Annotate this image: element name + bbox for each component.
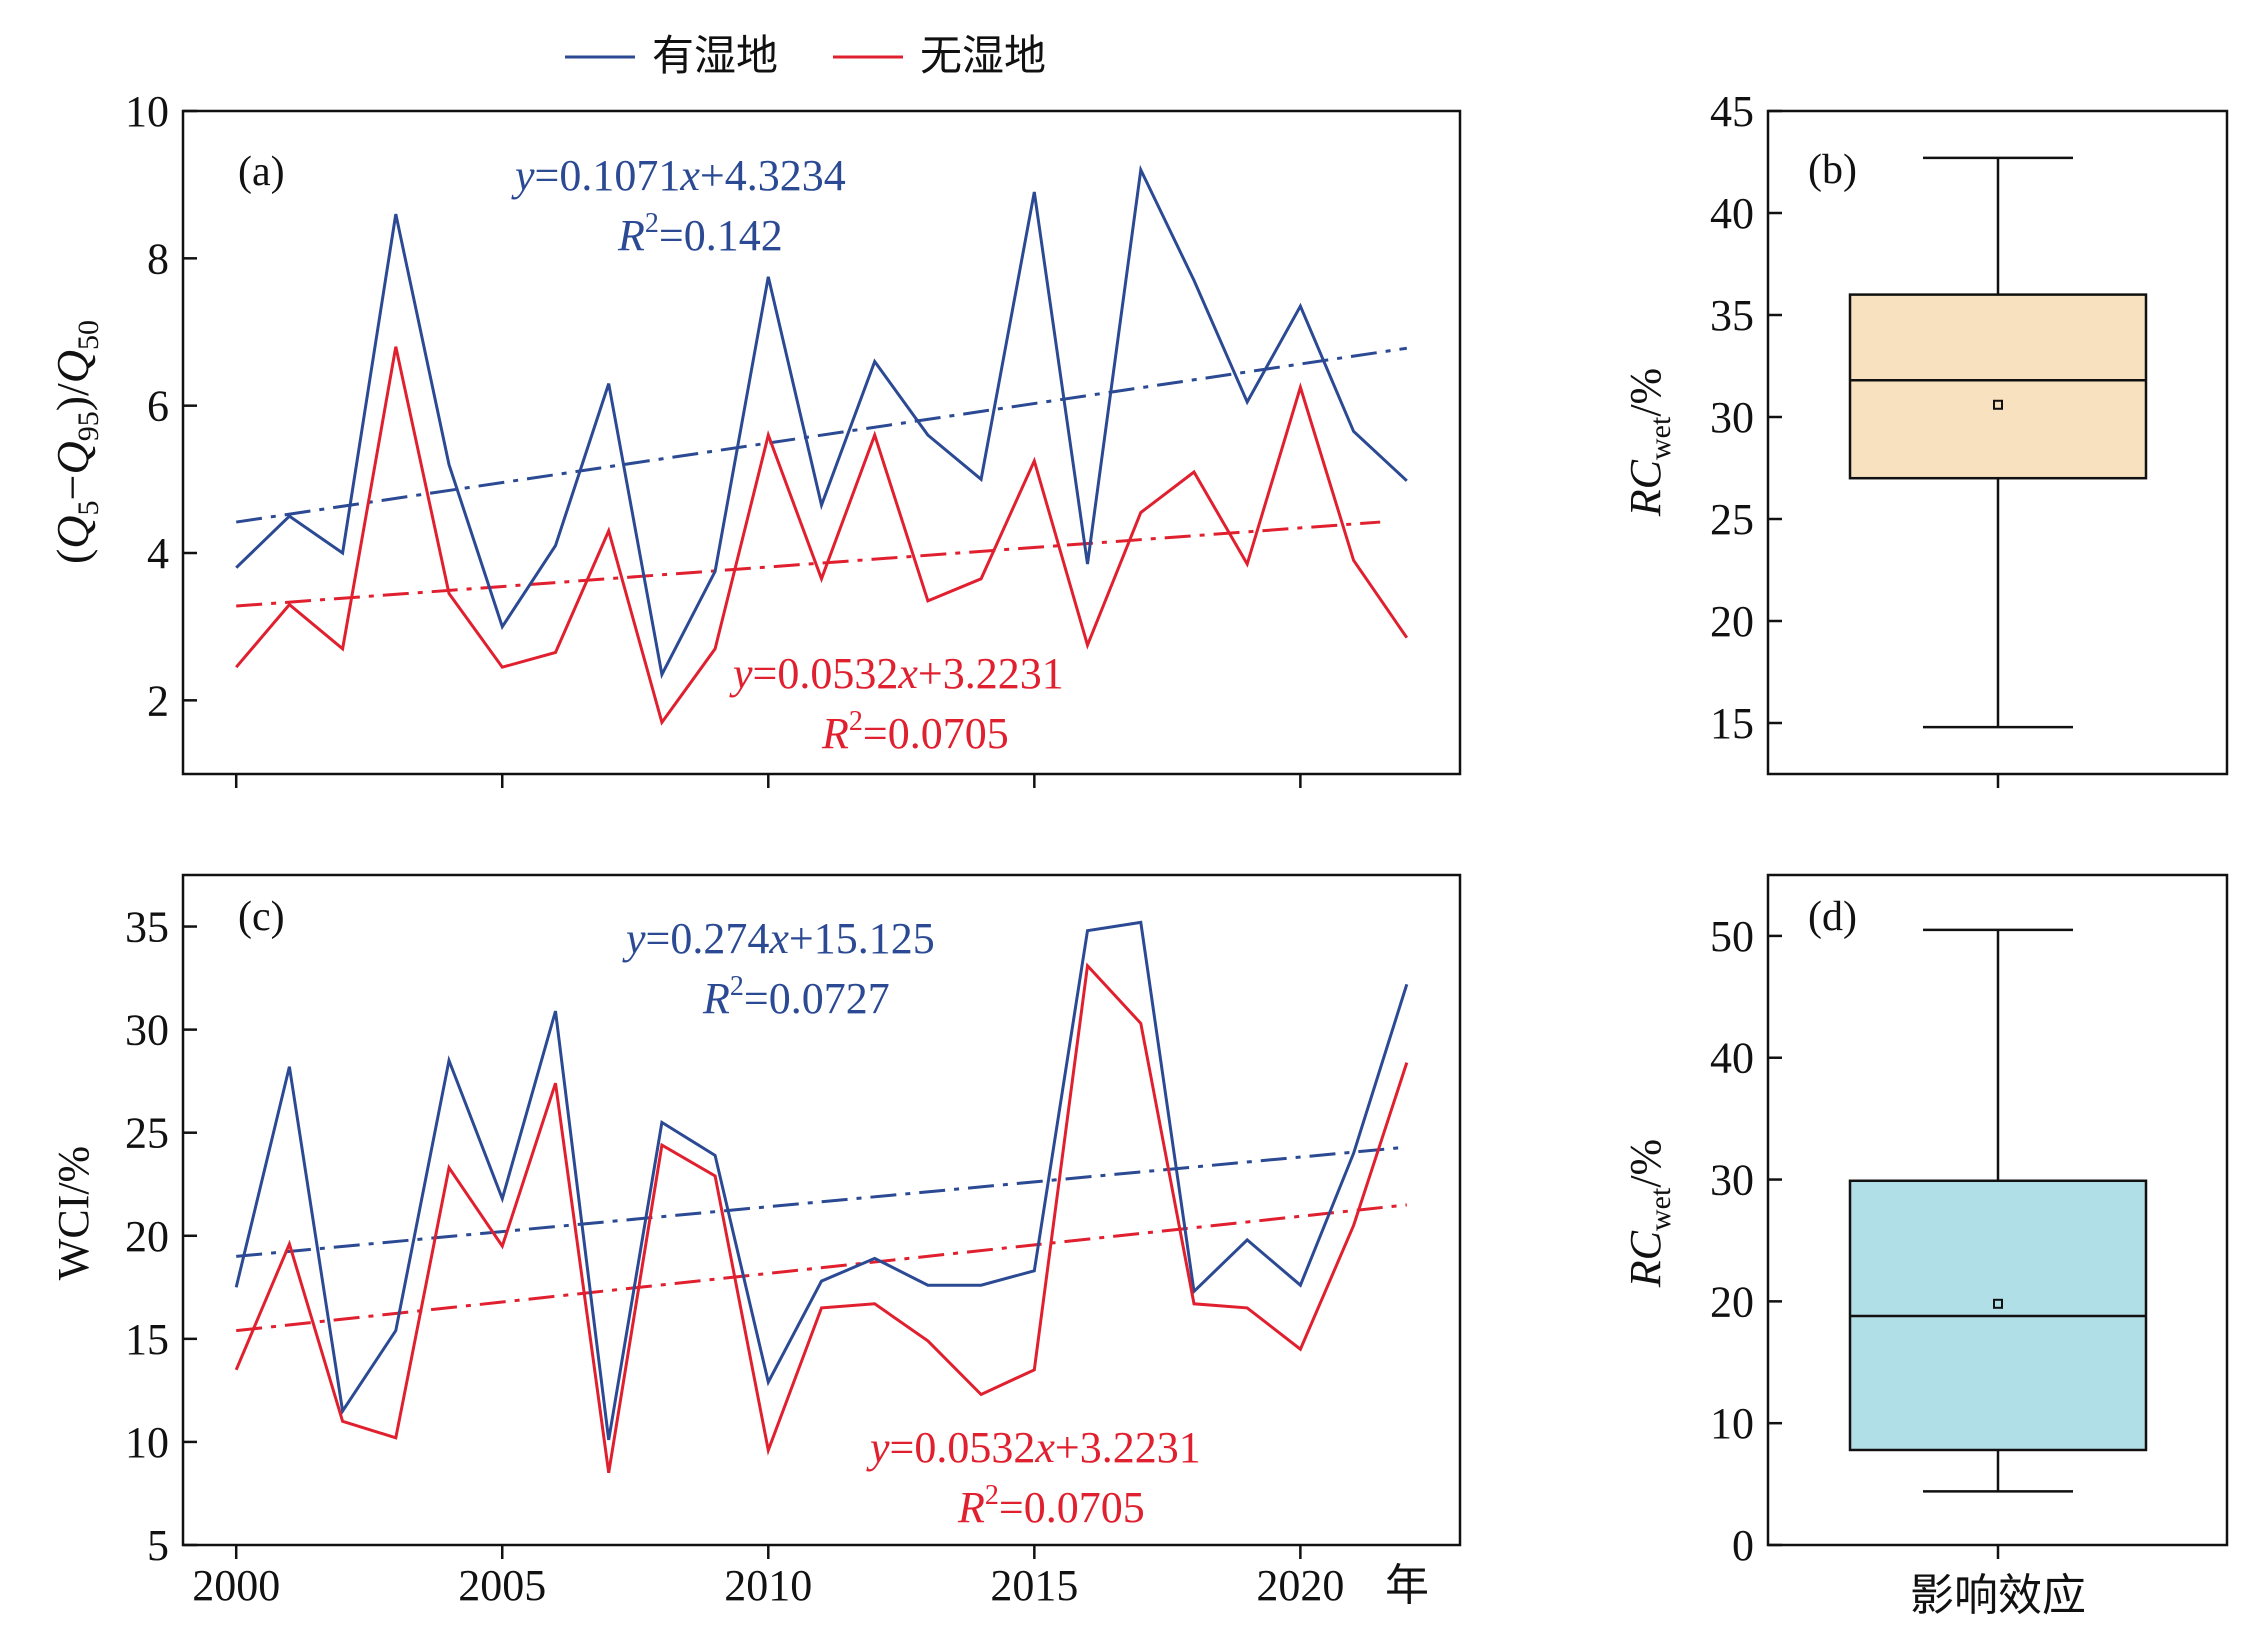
panel-b-label: (b) <box>1808 147 1857 193</box>
panel-d-y-tick-label: 0 <box>1732 1521 1754 1570</box>
panel-c-y-tick-label: 25 <box>125 1109 169 1158</box>
panel-d-x-axis-label: 影响效应 <box>1910 1571 2086 1620</box>
panel-c-x-tick-label: 2015 <box>990 1561 1078 1610</box>
panel-c-y-tick-label: 30 <box>125 1006 169 1055</box>
panel-a-trend-equation-without-wetland: y=0.0532x+3.2231 <box>729 649 1064 698</box>
panel-a-frame <box>181 109 1462 776</box>
panel-c-label: (c) <box>238 894 285 940</box>
panel-c-series-line-1 <box>234 920 1409 1441</box>
panel-d-y-tick-label: 50 <box>1710 912 1754 961</box>
panel-d-box-plot: 0 10 20 30 40 50 (d) RCwet/% 影响效应 <box>1621 873 2229 1620</box>
panel-a-y-tick-label: 4 <box>147 529 169 578</box>
panel-d-y-tick-label: 30 <box>1710 1156 1754 1205</box>
panel-d-mean-marker <box>1993 1298 2003 1309</box>
panel-c-y-tick-label: 10 <box>125 1418 169 1467</box>
panel-c-trend-line-1 <box>236 1145 1407 1258</box>
panel-a-r2-with-wetland: R2=0.142 <box>617 208 783 260</box>
panel-b-y-tick-label: 30 <box>1710 393 1754 442</box>
panel-d-y-tick-label: 10 <box>1710 1399 1754 1448</box>
panel-c-r2-with-wetland: R2=0.0727 <box>702 971 890 1023</box>
panel-c-trend-equation-with-wetland: y=0.274x+15.125 <box>622 914 935 963</box>
panel-a-series-line-2 <box>235 346 1409 726</box>
panel-b-mean-marker <box>1993 399 2003 410</box>
panel-a-y-tick-label: 8 <box>147 234 169 283</box>
x-axis-year-suffix: 年 <box>1385 1561 1429 1610</box>
panel-c-y-tick-label: 5 <box>147 1521 169 1570</box>
panel-a-r2-without-wetland: R2=0.0705 <box>821 706 1009 758</box>
panel-c-frame <box>181 873 1462 1547</box>
panel-c-y-axis-label: WCI/% <box>49 1146 98 1280</box>
panel-d-y-tick-label: 20 <box>1710 1277 1754 1326</box>
panel-a-y-tick-label: 10 <box>125 87 169 136</box>
panel-a-trend-line-2 <box>236 520 1381 608</box>
panel-a-y-axis-label: (Q5−Q95)/Q50 <box>47 320 105 564</box>
panel-c-x-tick-label: 2000 <box>192 1561 280 1610</box>
panel-c-x-tick-label: 2020 <box>1256 1561 1344 1610</box>
panel-b-box <box>1848 293 2148 480</box>
panel-a-y-tick-label: 2 <box>147 676 169 725</box>
panel-a-y-tick-label: 6 <box>147 382 169 431</box>
panel-c-y-tick-label: 20 <box>125 1212 169 1261</box>
panel-a-series-line-1 <box>235 164 1408 680</box>
panel-d-y-tick-label: 40 <box>1710 1034 1754 1083</box>
panel-c-y-tick-label: 15 <box>125 1315 169 1364</box>
panel-c-line-chart: 5 10 15 20 25 30 35 2000 2005 2010 2015 2020 (c) y=… <box>49 873 1462 1610</box>
panel-b-y-tick-label: 35 <box>1710 291 1754 340</box>
panel-a-line-chart: 2 4 6 8 10 (a) y=0.1071x+4.3234 R2=0.142 y=0… <box>47 87 1462 788</box>
panel-c-x-tick-label: 2005 <box>458 1561 546 1610</box>
panel-b-y-tick-label: 25 <box>1710 495 1754 544</box>
panel-b-y-tick-label: 20 <box>1710 597 1754 646</box>
panel-c-series-line-2 <box>234 962 1409 1474</box>
panel-b-y-tick-label: 15 <box>1710 699 1754 748</box>
legend: 有湿地 无湿地 <box>565 34 1046 80</box>
panel-b-y-axis-label: RCwet/% <box>1621 368 1677 517</box>
panel-b-box-plot: 15 20 25 30 35 40 45 (b) RCwet/% <box>1621 87 2229 788</box>
panel-d-y-axis-label: RCwet/% <box>1621 1139 1677 1288</box>
panel-c-r2-without-wetland: R2=0.0705 <box>957 1480 1145 1532</box>
panel-c-y-tick-label: 35 <box>125 903 169 952</box>
panel-b-y-tick-label: 40 <box>1710 189 1754 238</box>
panel-c-trend-line-2 <box>236 1203 1407 1333</box>
panel-c-x-tick-label: 2010 <box>724 1561 812 1610</box>
panel-d-label: (d) <box>1808 894 1857 940</box>
legend-label-without-wetland: 无湿地 <box>920 34 1046 80</box>
panel-b-y-tick-label: 45 <box>1710 87 1754 136</box>
panel-c-trend-equation-without-wetland: y=0.0532x+3.2231 <box>866 1423 1201 1472</box>
panel-a-trend-equation-with-wetland: y=0.1071x+4.3234 <box>511 151 846 200</box>
legend-label-with-wetland: 有湿地 <box>652 34 778 80</box>
panel-a-label: (a) <box>238 149 285 195</box>
panel-a-trend-line-1 <box>235 346 1408 524</box>
